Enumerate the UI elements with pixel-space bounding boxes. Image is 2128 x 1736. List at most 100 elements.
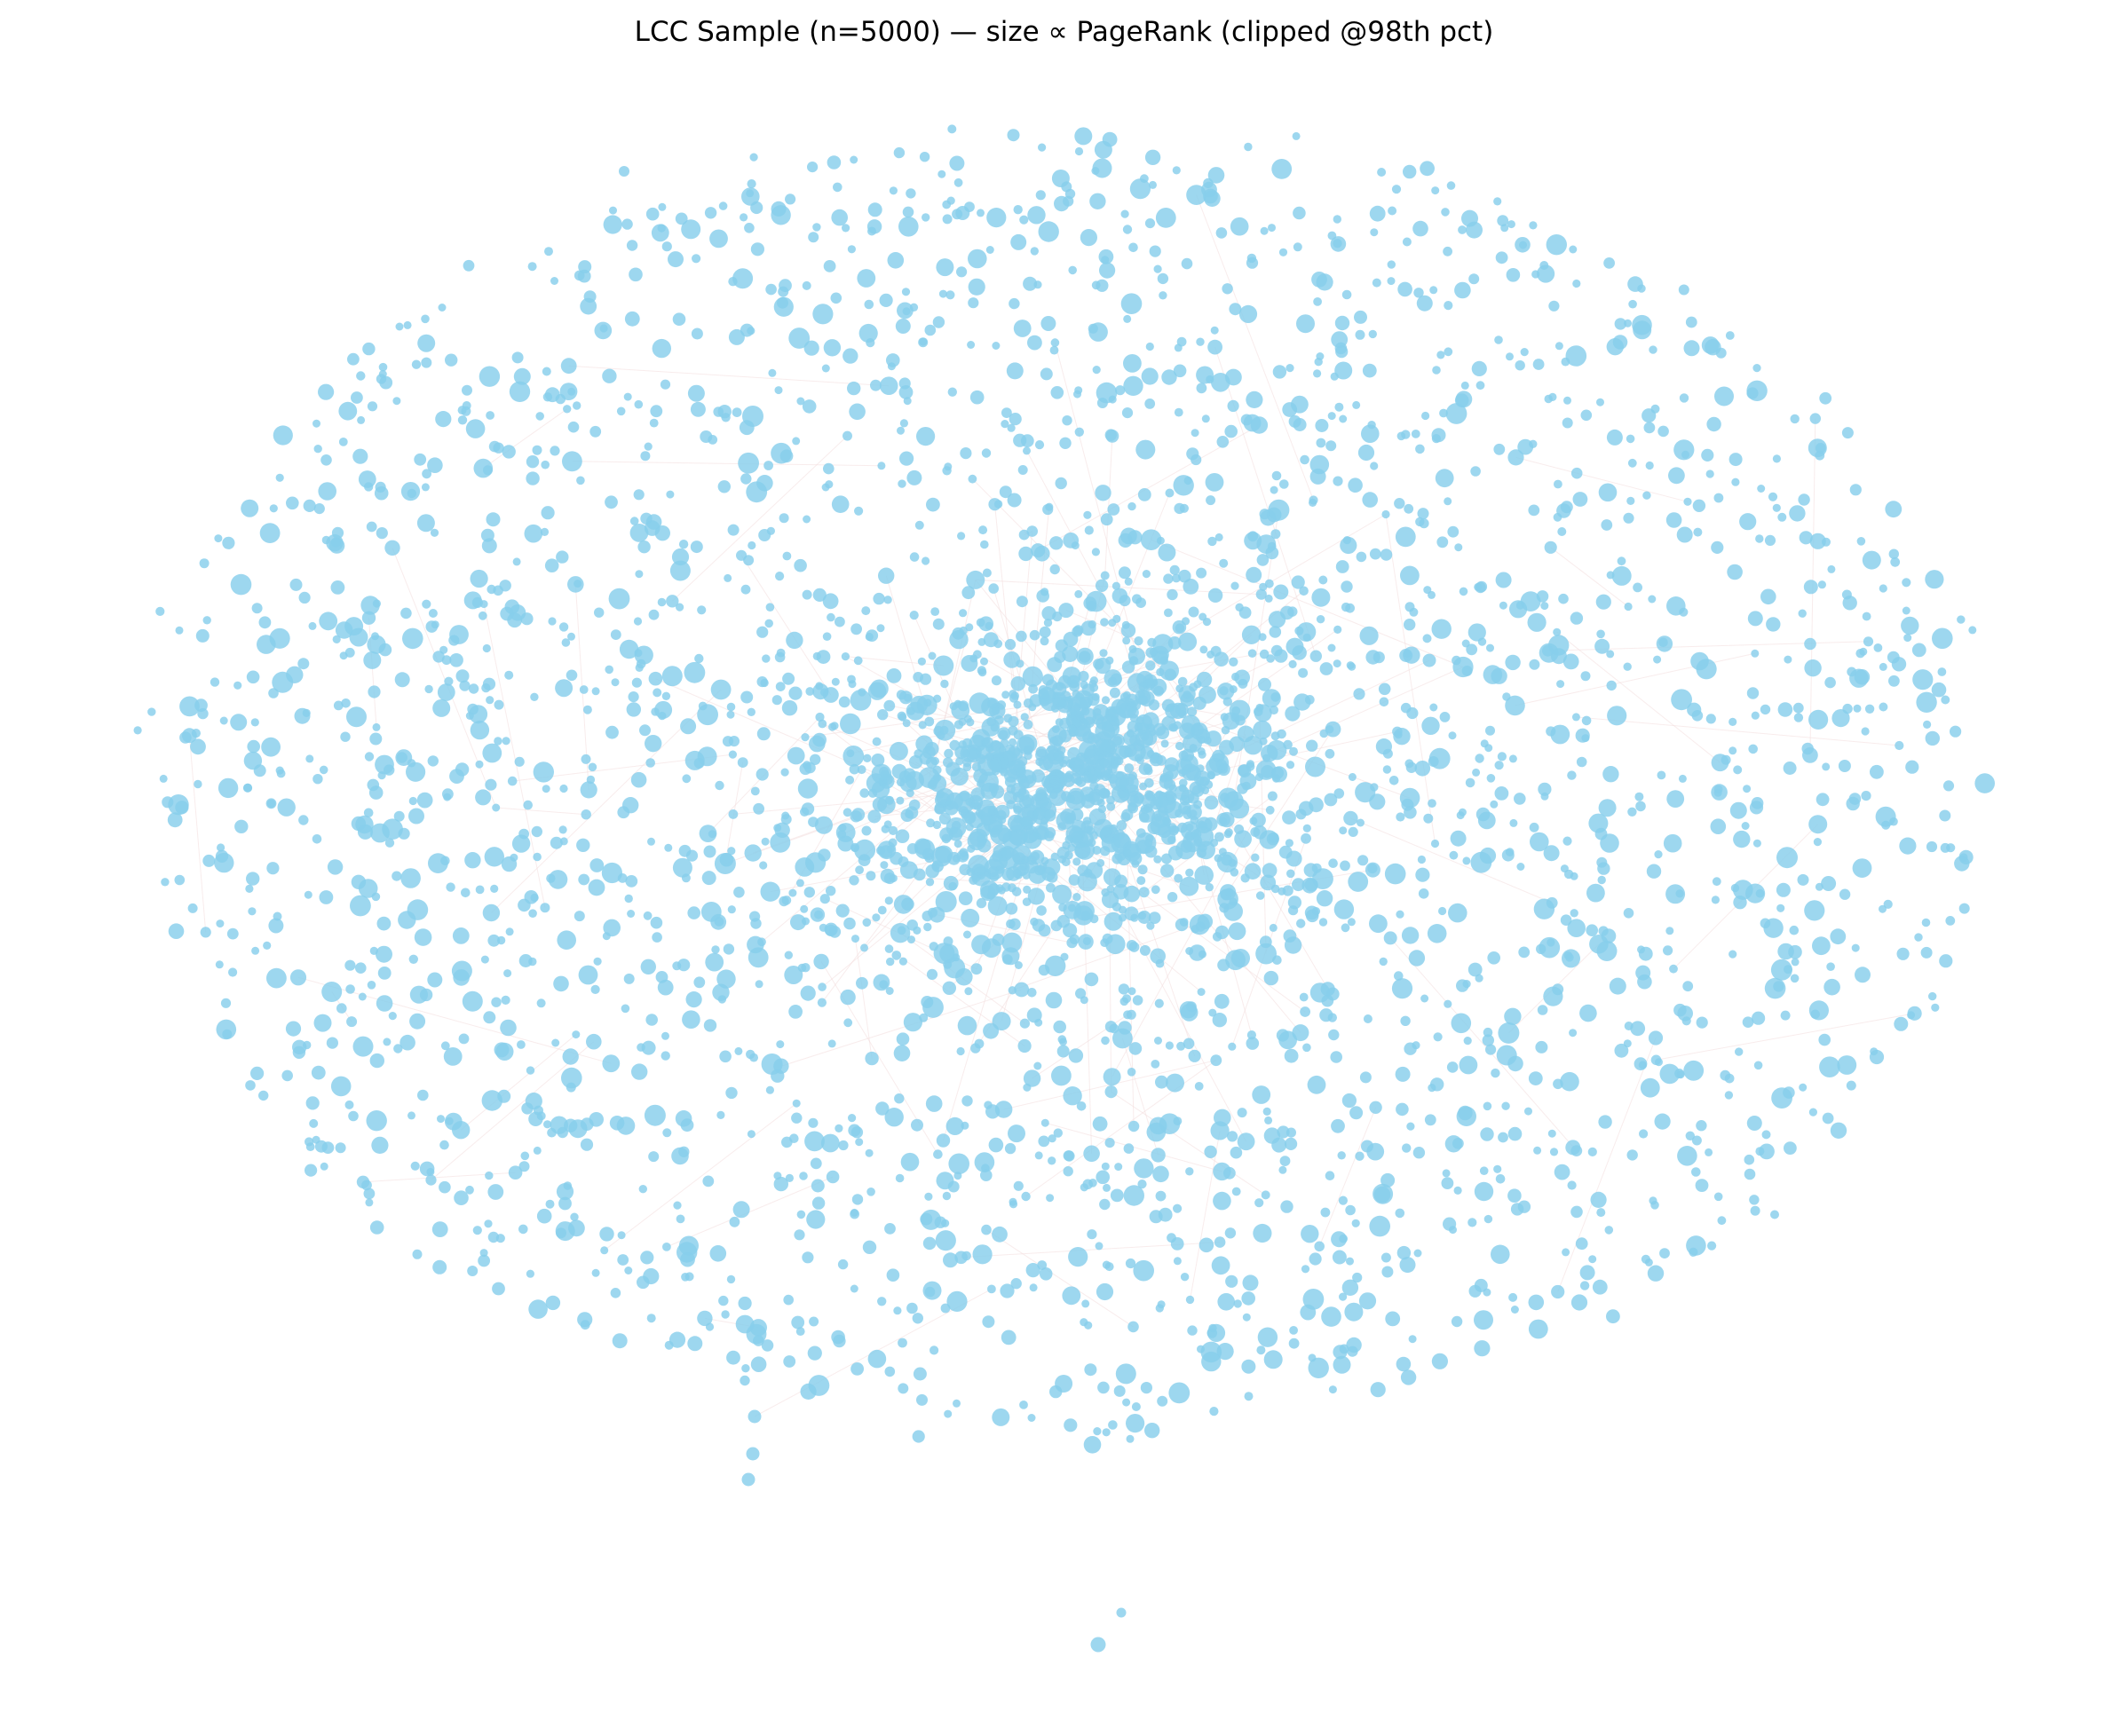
network-node xyxy=(1945,916,1956,926)
network-node xyxy=(750,201,763,215)
network-node xyxy=(811,1179,825,1193)
network-node xyxy=(1451,1013,1472,1034)
network-node xyxy=(898,385,914,399)
network-node xyxy=(795,857,815,877)
network-node xyxy=(305,1164,318,1177)
network-node xyxy=(1458,1105,1473,1121)
network-node xyxy=(1101,256,1110,264)
network-node xyxy=(1506,352,1514,361)
network-node xyxy=(1254,1198,1264,1208)
network-node xyxy=(956,266,968,278)
network-node xyxy=(902,206,914,218)
network-node xyxy=(760,881,780,902)
network-node xyxy=(1339,1292,1348,1301)
network-node xyxy=(1641,1254,1650,1264)
network-node xyxy=(1404,759,1414,769)
network-node xyxy=(822,593,839,610)
network-node xyxy=(1093,659,1104,670)
network-node xyxy=(748,1409,762,1424)
network-node xyxy=(1856,537,1866,546)
network-node xyxy=(1627,458,1637,468)
network-node xyxy=(1575,1237,1588,1251)
network-node xyxy=(1266,654,1275,663)
network-node xyxy=(715,780,724,791)
network-node xyxy=(672,312,686,327)
network-node xyxy=(191,729,201,738)
network-node xyxy=(1103,1183,1111,1192)
network-node xyxy=(1001,407,1012,418)
network-node xyxy=(1784,655,1792,664)
network-node xyxy=(285,1021,302,1037)
network-node xyxy=(1135,828,1146,838)
network-node xyxy=(919,152,930,162)
network-node xyxy=(1335,560,1349,573)
network-node xyxy=(980,657,988,666)
network-node xyxy=(1280,1200,1293,1213)
network-node xyxy=(1137,864,1148,875)
network-node xyxy=(1808,1000,1829,1021)
network-node xyxy=(481,538,497,554)
network-node xyxy=(893,1045,911,1061)
network-node xyxy=(848,680,857,689)
network-node xyxy=(930,1345,939,1355)
network-node xyxy=(801,733,810,742)
network-node xyxy=(1097,1381,1110,1394)
network-node xyxy=(1101,696,1111,705)
network-node xyxy=(808,1375,830,1396)
network-node xyxy=(484,1219,493,1228)
network-node xyxy=(540,903,550,913)
network-node xyxy=(490,884,499,894)
network-node xyxy=(1062,415,1072,426)
network-node xyxy=(1809,533,1826,549)
network-node xyxy=(960,447,972,460)
network-node xyxy=(1446,181,1456,190)
network-node xyxy=(266,799,276,809)
network-node xyxy=(524,890,539,904)
network-node xyxy=(168,923,185,939)
network-node xyxy=(528,909,537,918)
network-node xyxy=(662,1243,671,1251)
network-node xyxy=(1138,806,1155,823)
network-node xyxy=(1853,704,1862,713)
network-node xyxy=(1432,366,1441,375)
network-node xyxy=(1429,703,1438,712)
network-node xyxy=(705,1322,715,1331)
network-node xyxy=(1433,1032,1443,1042)
network-node xyxy=(728,750,738,759)
network-node xyxy=(1691,1135,1702,1146)
network-node xyxy=(785,1173,795,1182)
network-node xyxy=(1278,887,1286,896)
network-node xyxy=(1345,1204,1356,1216)
network-node xyxy=(1011,887,1022,896)
network-node xyxy=(187,903,198,913)
network-node xyxy=(1031,851,1040,861)
network-node xyxy=(437,1115,445,1124)
network-node xyxy=(1333,1355,1351,1374)
network-node xyxy=(781,896,792,905)
network-edge xyxy=(568,365,890,387)
network-node xyxy=(1957,615,1966,624)
network-node xyxy=(1123,1143,1135,1154)
network-node xyxy=(980,885,996,901)
network-edge xyxy=(1110,888,1247,1142)
network-node xyxy=(1140,1382,1152,1394)
network-node xyxy=(1288,905,1299,916)
network-node xyxy=(1049,564,1060,575)
network-node xyxy=(1173,1257,1182,1266)
network-node xyxy=(1683,497,1692,506)
network-node xyxy=(1064,1418,1078,1432)
network-edge xyxy=(1318,1107,1377,1247)
network-node xyxy=(1715,347,1727,359)
network-node xyxy=(1214,533,1223,541)
network-node xyxy=(1040,1118,1049,1127)
network-node xyxy=(1468,273,1480,285)
network-node xyxy=(802,589,812,600)
network-edge xyxy=(1557,1038,1657,1292)
network-node xyxy=(828,722,837,731)
network-node xyxy=(1123,354,1142,373)
network-node xyxy=(1939,809,1951,822)
network-node xyxy=(1445,403,1467,424)
network-node xyxy=(922,556,930,565)
network-node xyxy=(408,796,417,806)
network-node xyxy=(268,918,284,934)
